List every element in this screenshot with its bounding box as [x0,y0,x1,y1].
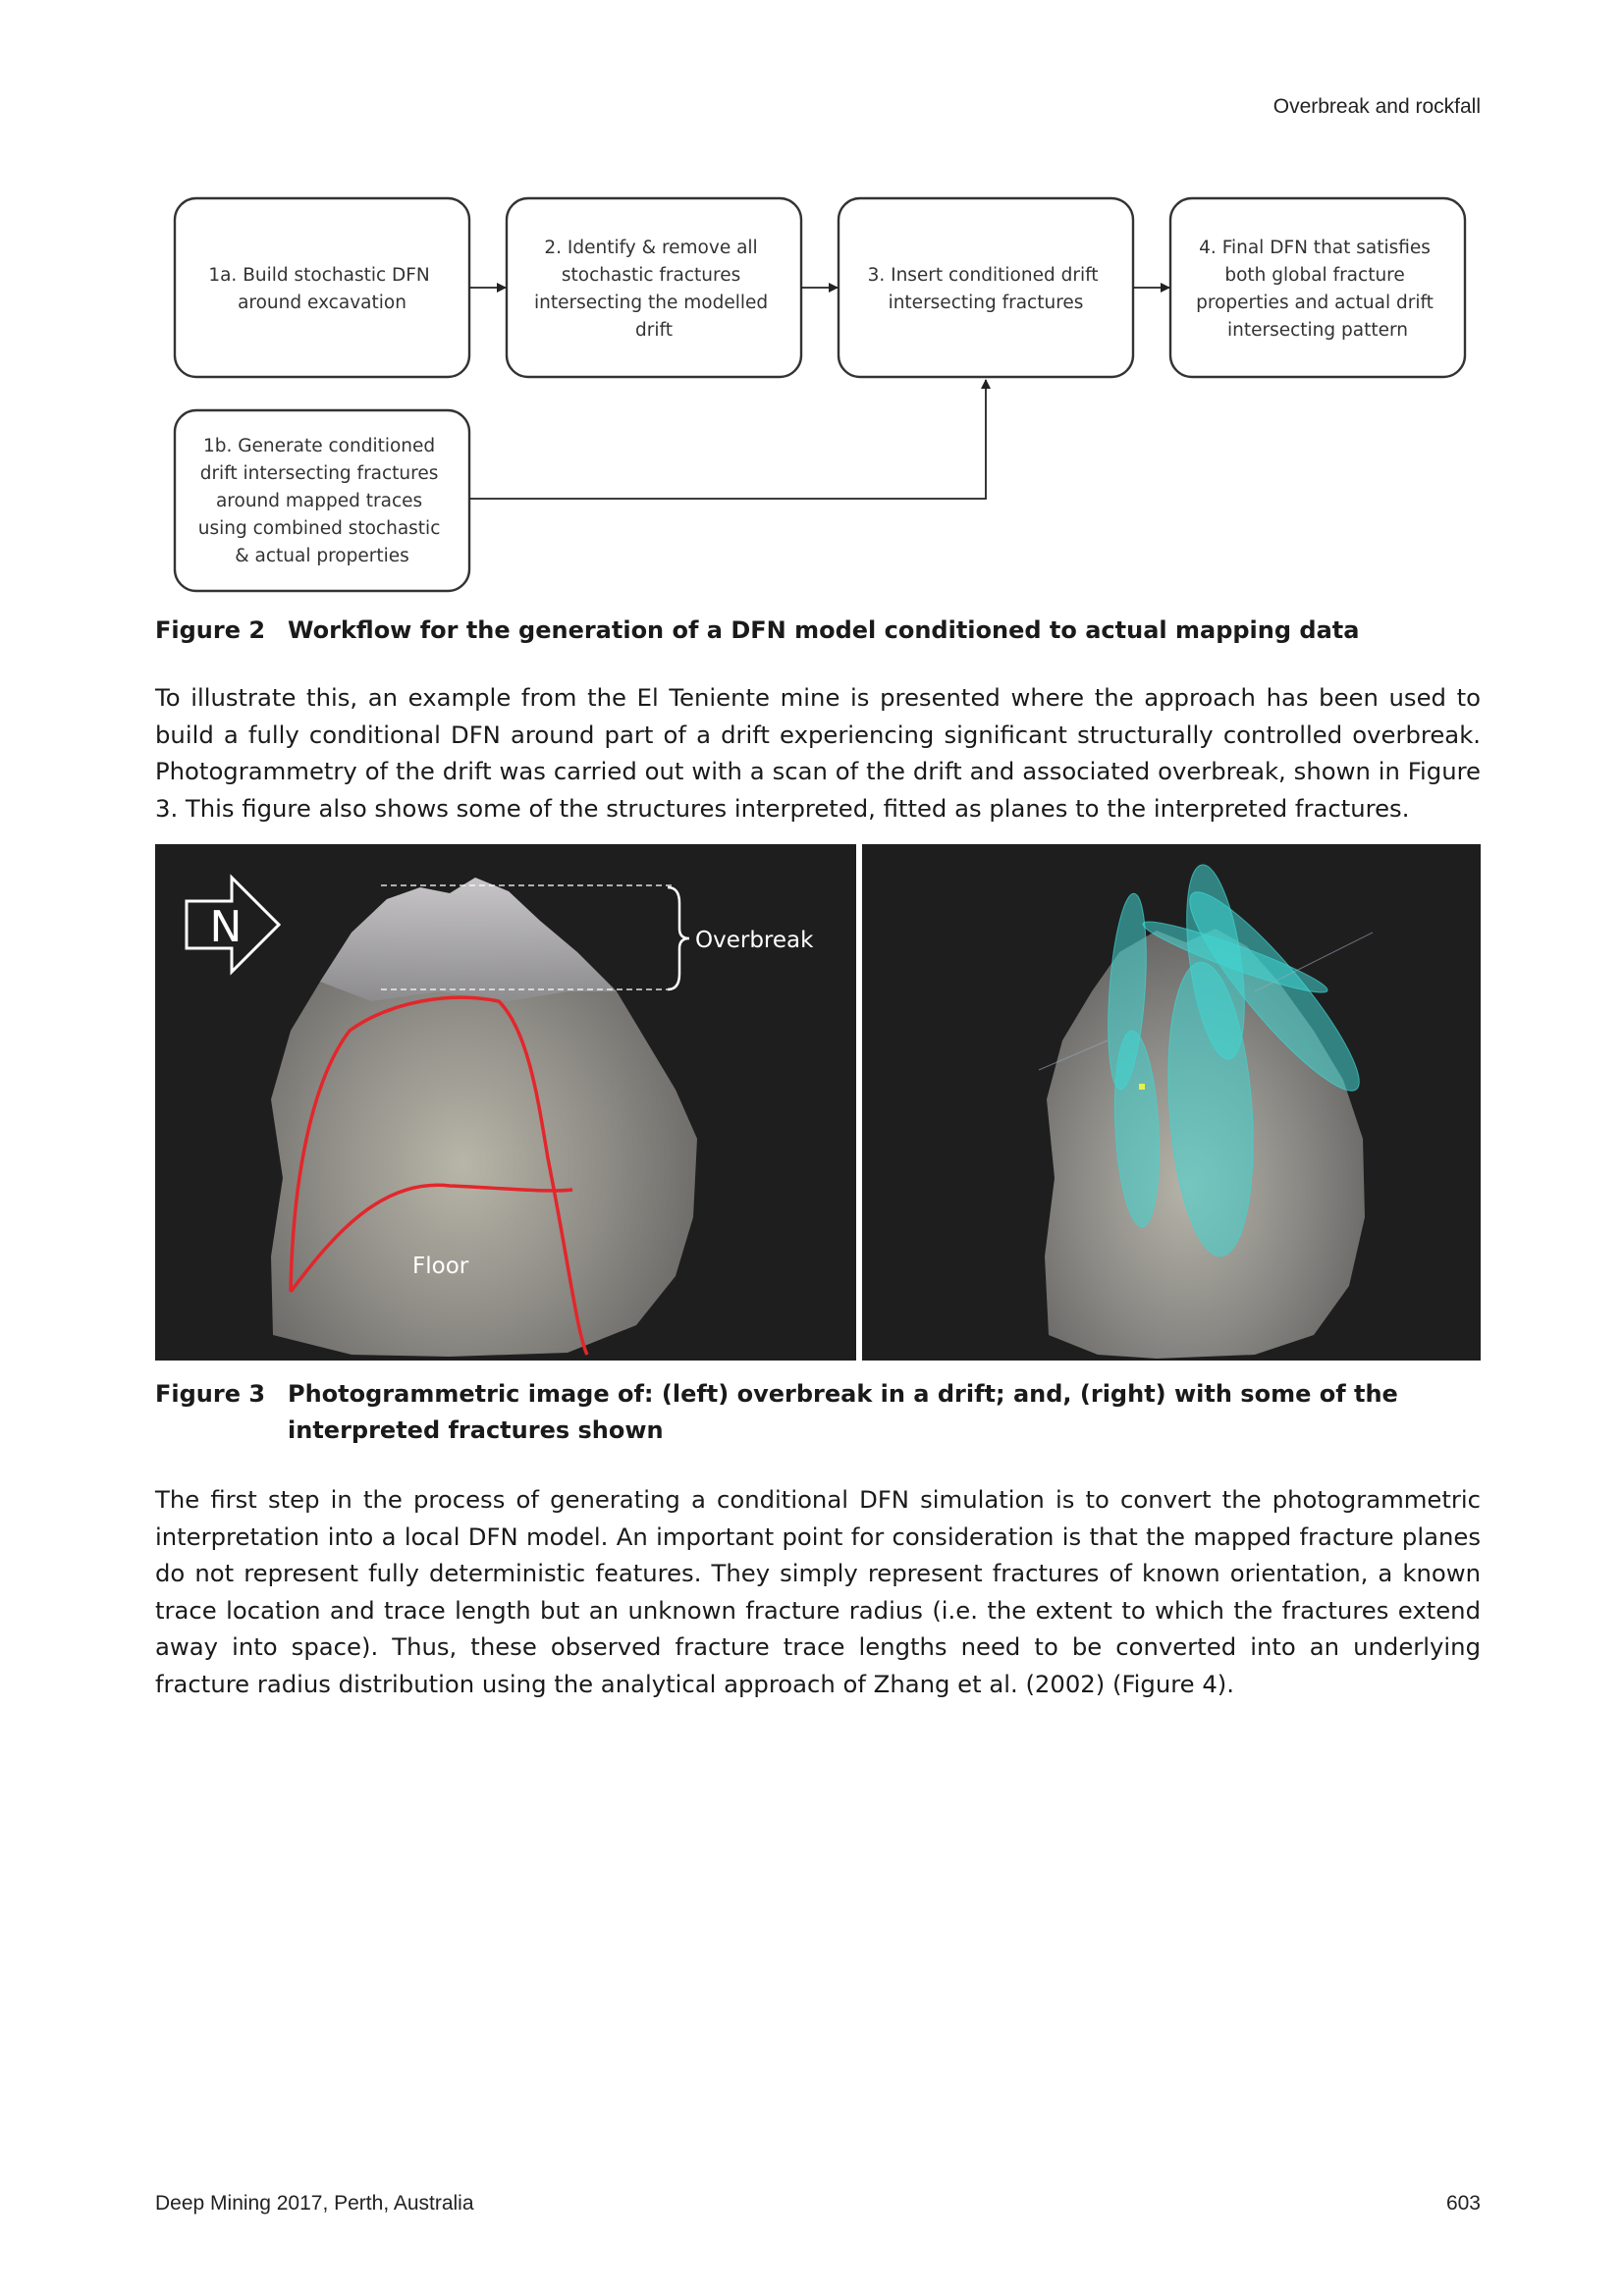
overbreak-label: Overbreak [695,928,814,953]
fracture-plane [1142,921,1328,993]
fracture-plane [1167,961,1254,1257]
floor-label: Floor [412,1254,469,1279]
workflow-diagram: 1a. Build stochastic DFN around excavati… [173,196,1467,593]
figure-2-caption: Figure 2 Workflow for the generation of … [155,613,1481,649]
box-1b-line: around mapped traces [216,491,422,511]
figure-2-number: Figure 2 [155,616,266,644]
box-3-line: 3. Insert conditioned drift [868,265,1099,286]
figure-2-text: Workflow for the generation of a DFN mod… [288,616,1360,644]
figure-3-photos: Overbreak Floor N [155,844,1481,1361]
box-4-line: 4. Final DFN that satisfies [1199,238,1431,258]
box-1b: 1b. Generate conditioned drift intersect… [173,408,471,593]
box-1a-line: 1a. Build stochastic DFN [208,265,429,286]
svg-text:1b. Generate conditioned: 1b. Generate conditioned drift intersect… [198,436,447,566]
body-paragraph-1: To illustrate this, an example from the … [155,683,1481,823]
box-1b-line: & actual properties [235,546,409,566]
figure-3-text: Photogrammetric image of: (left) overbre… [288,1380,1398,1444]
fracture-line [1038,1040,1109,1071]
floor-trace [289,1183,573,1294]
box-1b-line: using combined stochastic [198,518,441,539]
marker [1139,1084,1145,1090]
box-4-line: properties and actual drift [1196,293,1434,313]
svg-text:3. Insert conditioned drift: 3. Insert conditioned drift intersecting… [868,265,1105,313]
overbreak-brace [667,885,690,991]
box-4-line: both global fracture [1224,265,1404,286]
svg-text:1a. Build stochastic DFN: 1a. Build stochastic DFN around excavati… [208,265,435,313]
photo-overbreak-left: Overbreak Floor N [155,844,856,1361]
box-2-line: 2. Identify & remove all [544,238,757,258]
footer-page-number: 603 [1445,2192,1481,2215]
box-2-line: drift [635,320,673,341]
running-header: Overbreak and rockfall [1272,95,1481,118]
photo-fractures-right [862,844,1481,1361]
arrow-1b-to-3 [469,379,991,500]
svg-text:4. Final DFN that satisfies: 4. Final DFN that satisfies both global … [1196,238,1439,341]
fracture-line [1254,932,1374,992]
box-2: 2. Identify & remove all stochastic frac… [505,196,803,379]
box-2-line: intersecting the modelled [534,293,768,313]
box-3-line: intersecting fractures [889,293,1084,313]
body-paragraph-2: The first step in the process of generat… [155,1485,1481,1698]
north-label: N [210,902,243,952]
box-3: 3. Insert conditioned drift intersecting… [837,196,1135,379]
figure-3-caption: Figure 3 Photogrammetric image of: (left… [155,1376,1481,1449]
figure-3-number: Figure 3 [155,1380,266,1408]
svg-text:2. Identify & remove all: 2. Identify & remove all stochastic frac… [534,238,774,341]
box-2-line: stochastic fractures [562,265,740,286]
north-arrow-icon: N [185,874,282,976]
rock-top [320,878,617,1001]
box-1b-line: drift intersecting fractures [200,463,439,484]
box-4: 4. Final DFN that satisfies both global … [1168,196,1467,379]
box-1b-line: 1b. Generate conditioned [203,436,435,456]
footer-conference: Deep Mining 2017, Perth, Australia [155,2192,474,2215]
fracture-plane [1113,1030,1161,1228]
box-4-line: intersecting pattern [1227,320,1408,341]
box-1a-line: around excavation [238,293,406,313]
box-1a: 1a. Build stochastic DFN around excavati… [173,196,471,379]
drift-profile-trace [289,995,589,1356]
